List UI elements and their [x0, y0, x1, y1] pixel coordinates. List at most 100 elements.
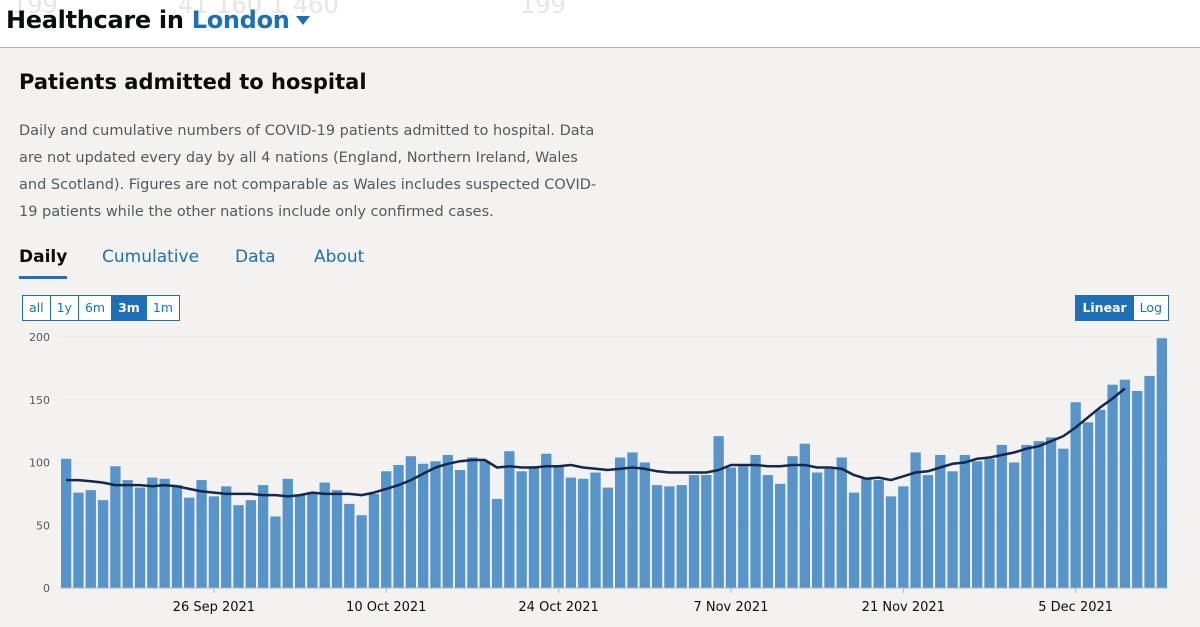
y-tick-label: 100 [29, 457, 50, 470]
ghost-value: 41 160 [178, 0, 262, 19]
bar [713, 436, 724, 588]
bar [418, 463, 429, 588]
bar [134, 487, 146, 588]
bar [491, 498, 503, 588]
bar [245, 500, 256, 588]
title-prefix: Healthcare in [6, 6, 184, 34]
bar [1144, 375, 1155, 588]
tab-daily[interactable]: Daily [19, 247, 68, 279]
bar [442, 454, 453, 588]
bar [122, 480, 133, 588]
y-tick-label: 50 [36, 519, 50, 532]
bar [344, 503, 355, 588]
bar [61, 458, 72, 588]
bar [528, 466, 540, 588]
y-tick-label: 150 [29, 394, 50, 407]
bar [910, 452, 921, 588]
bar [270, 516, 281, 588]
bar [688, 475, 700, 588]
bar [257, 485, 269, 588]
bar [319, 482, 330, 588]
bar [578, 478, 589, 588]
bar [1070, 402, 1081, 588]
y-tick-label: 0 [43, 582, 50, 595]
bar [996, 444, 1007, 588]
bar [405, 456, 417, 588]
timespan-all-button[interactable]: all [29, 300, 44, 315]
bar [615, 457, 626, 588]
bar [627, 452, 638, 588]
bar [1156, 338, 1167, 588]
bar [393, 465, 404, 588]
bar [553, 466, 564, 588]
timespan-1y-button[interactable]: 1y [49, 296, 78, 320]
x-tick-label: 10 Oct 2021 [346, 600, 426, 615]
bar [750, 454, 761, 588]
bar [110, 466, 121, 588]
bar [1008, 462, 1020, 588]
bar [811, 472, 823, 588]
scale-linear-button[interactable]: Linear [1076, 296, 1133, 320]
bar [221, 486, 232, 588]
bar [799, 443, 810, 588]
bar [356, 515, 367, 588]
location-selector[interactable]: London [192, 6, 310, 34]
top-bar: 199 41 160 1 460 199 Healthcare in Londo… [0, 0, 1200, 48]
bar [922, 475, 934, 588]
bar [196, 480, 207, 588]
y-tick-label: 200 [29, 331, 50, 344]
bar [738, 466, 749, 588]
bar [368, 493, 380, 589]
x-tick-label: 26 Sep 2021 [173, 600, 255, 615]
bar [85, 490, 96, 588]
ghost-value: 199 [12, 0, 58, 19]
bar [701, 475, 712, 588]
scale-log-button[interactable]: Log [1132, 296, 1168, 320]
bar [381, 471, 392, 588]
bar [73, 492, 84, 588]
timespan-1m-button[interactable]: 1m [145, 296, 179, 320]
caret-down-icon [295, 16, 310, 25]
bar [824, 468, 835, 588]
card-description: Daily and cumulative numbers of COVID-19… [19, 123, 597, 220]
bar [479, 461, 490, 588]
bar [848, 492, 860, 588]
bar [947, 471, 958, 588]
bar [430, 461, 441, 588]
bar [762, 475, 774, 588]
tab-cumulative[interactable]: Cumulative [102, 247, 200, 267]
bar [676, 485, 687, 588]
ghost-value: 1 460 [270, 0, 339, 19]
bar [972, 461, 983, 588]
bar [516, 471, 527, 588]
location-label: London [191, 6, 290, 34]
timespan-6m-button[interactable]: 6m [77, 296, 111, 320]
scale-selector: Linear Log [1075, 295, 1169, 321]
bar [959, 454, 971, 588]
bar [1119, 379, 1131, 588]
bar [984, 458, 995, 588]
bar [282, 478, 293, 588]
bar [307, 492, 318, 588]
bar [651, 485, 663, 588]
bar [147, 477, 158, 588]
bar [454, 470, 466, 588]
bar [565, 477, 577, 588]
bar [208, 496, 220, 588]
tab-data[interactable]: Data [235, 247, 276, 267]
page-title: Healthcare in London [6, 6, 310, 34]
bar [787, 456, 798, 588]
bar [1033, 441, 1044, 588]
bar [664, 486, 675, 588]
bar [541, 453, 552, 588]
x-tick-label: 7 Nov 2021 [693, 600, 768, 615]
bar [1082, 422, 1094, 588]
bar [861, 478, 872, 588]
bar [1107, 384, 1118, 588]
average-line [66, 387, 1126, 498]
bar [935, 454, 946, 588]
timespan-3m-button[interactable]: 3m [111, 296, 146, 320]
tab-about[interactable]: About [314, 247, 365, 267]
bar [725, 467, 737, 588]
bar [775, 483, 786, 588]
